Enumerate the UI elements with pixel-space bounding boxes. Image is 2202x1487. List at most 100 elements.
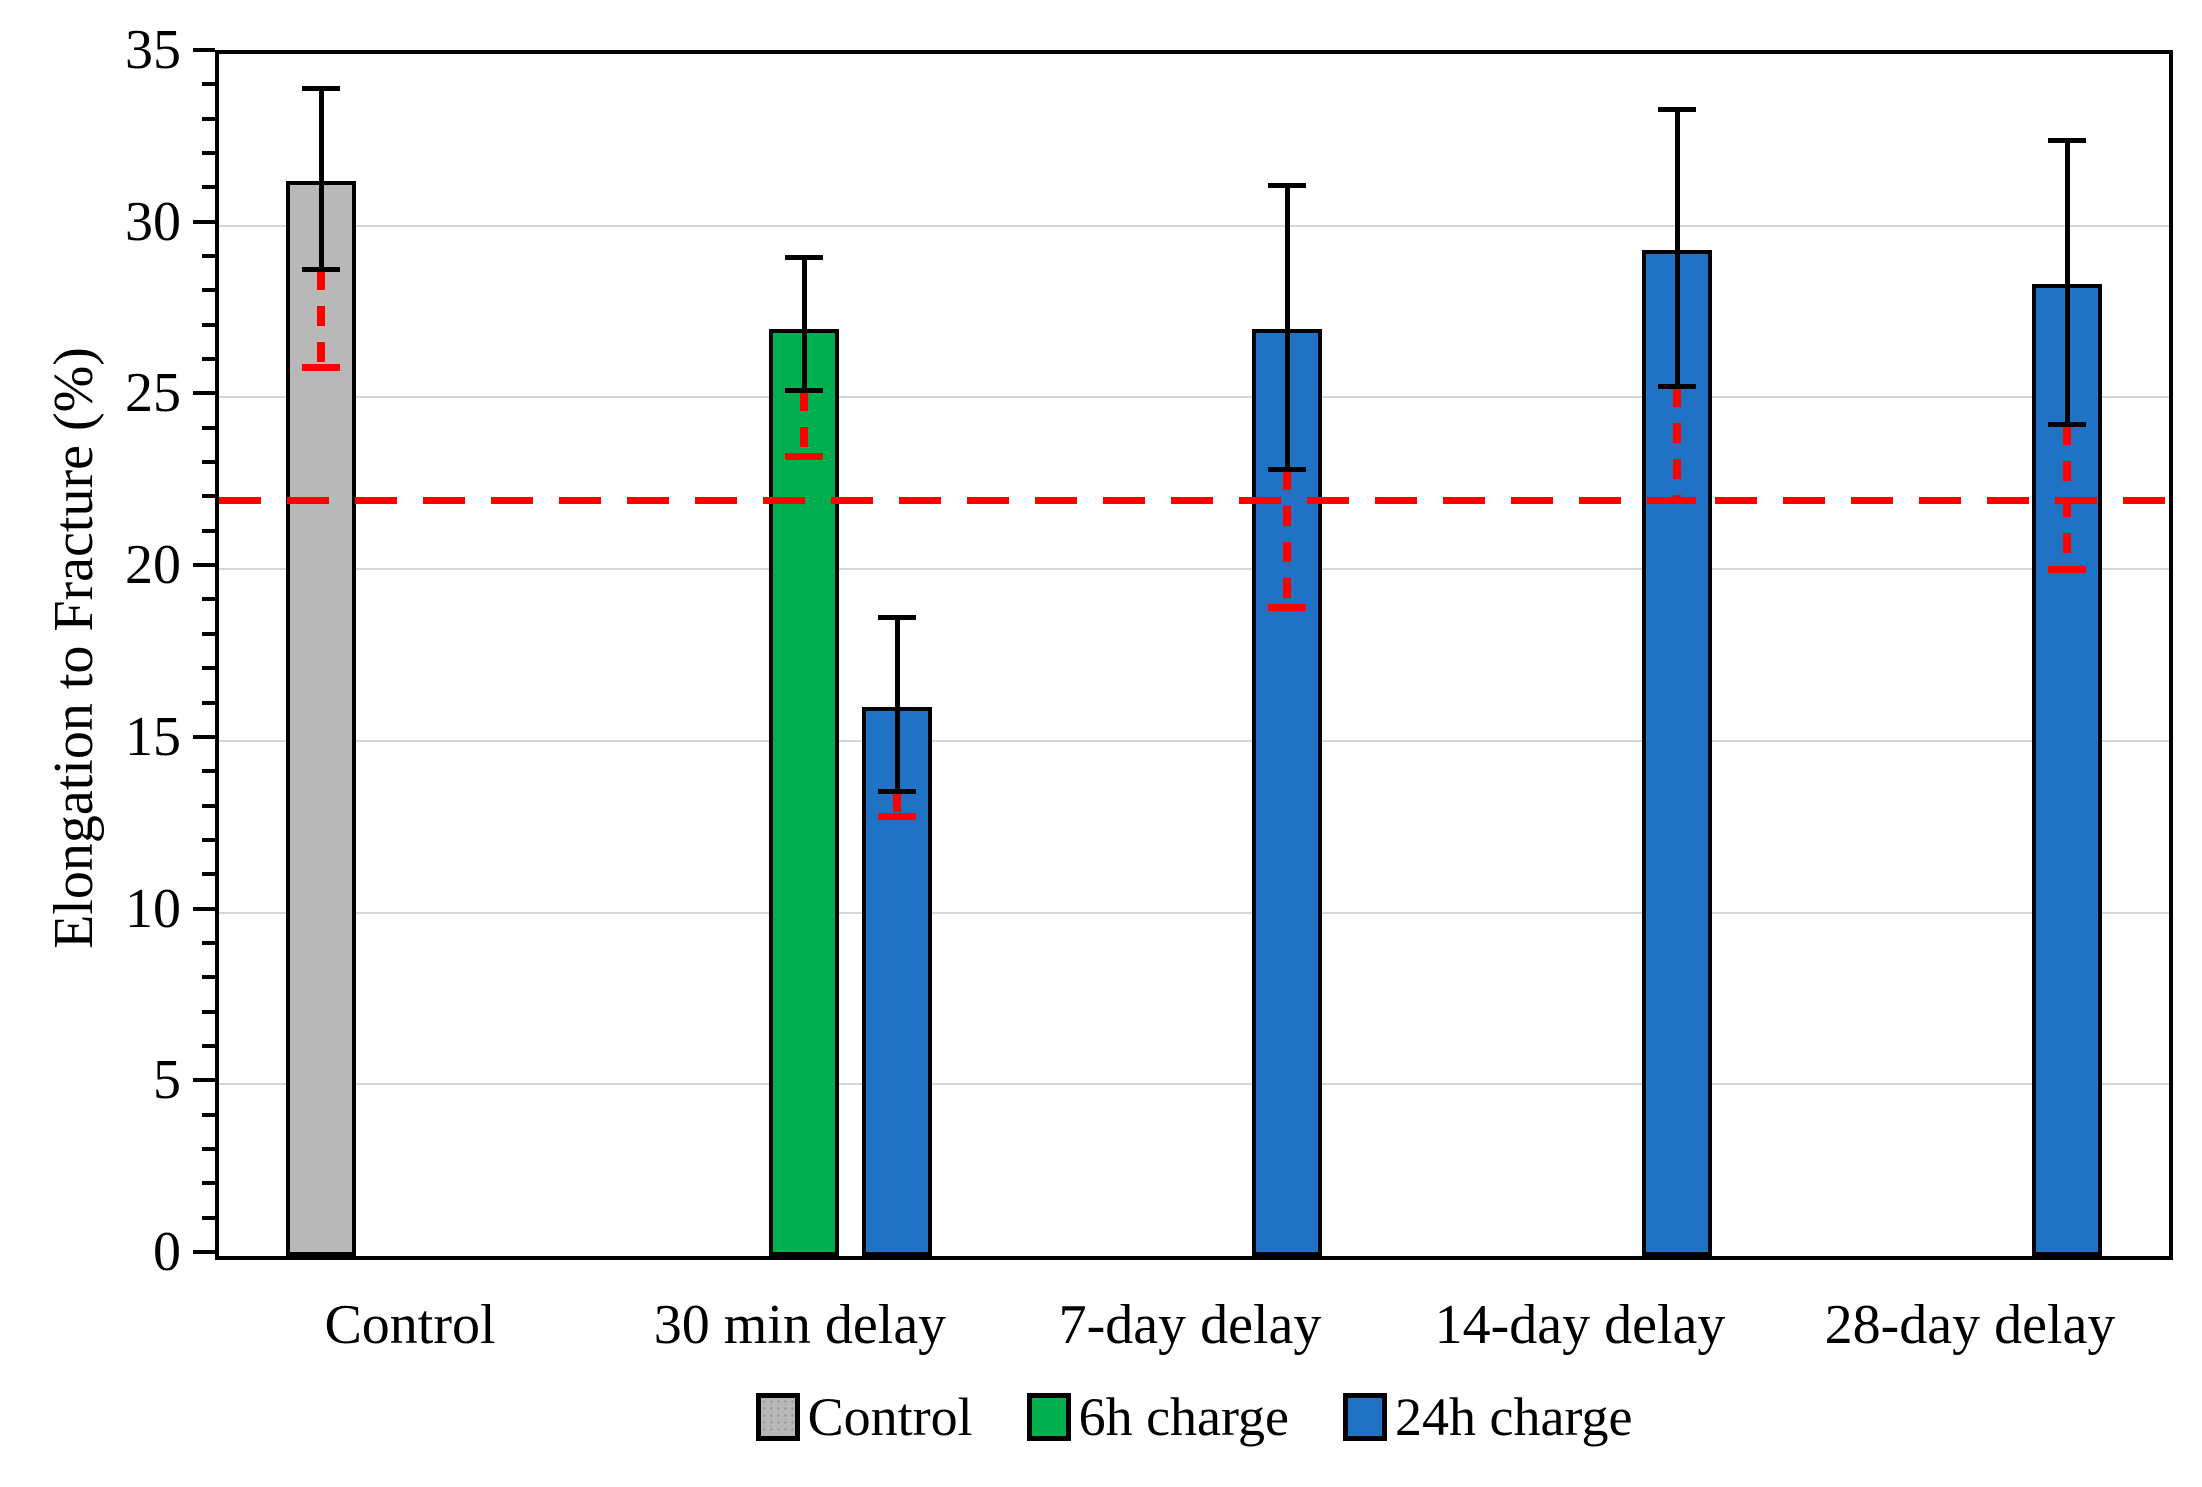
y-minor-tick-21 — [202, 528, 215, 533]
red-drop-line — [2063, 424, 2071, 570]
red-drop-cap — [785, 452, 823, 460]
y-minor-tick-34 — [202, 82, 215, 87]
y-major-tick-0 — [193, 1250, 215, 1254]
y-tick-label-5: 5 — [153, 1049, 181, 1112]
y-minor-tick-3 — [202, 1146, 215, 1151]
error-cap-top — [2048, 137, 2086, 143]
x-axis-labels: Control 30 min delay 7-day delay 14-day del… — [215, 1292, 2173, 1372]
y-minor-tick-31 — [202, 185, 215, 190]
red-drop-line — [1673, 387, 1681, 501]
y-minor-tick-12 — [202, 837, 215, 842]
error-cap-bottom — [2048, 421, 2086, 427]
x-label-28-day delay: 28-day delay — [1824, 1294, 2116, 1356]
y-minor-tick-23 — [202, 460, 215, 465]
y-minor-tick-9 — [202, 940, 215, 945]
gridline-5 — [219, 1083, 2169, 1086]
y-minor-tick-2 — [202, 1181, 215, 1186]
legend-label: 24h charge — [1395, 1387, 1633, 1447]
legend: Control 6h charge 24h charge — [215, 1388, 2173, 1446]
error-cap-bottom — [878, 789, 916, 795]
x-label-Control: Control — [324, 1294, 496, 1356]
x-label-30 min delay: 30 min delay — [653, 1294, 947, 1356]
legend-item-control: Control — [755, 1387, 973, 1447]
y-minor-tick-4 — [202, 1112, 215, 1117]
y-tick-label-20: 20 — [125, 534, 181, 597]
y-tick-label-15: 15 — [125, 705, 181, 768]
red-drop-cap — [2048, 566, 2086, 574]
error-cap-top — [302, 86, 340, 92]
error-cap-top — [878, 615, 916, 621]
y-minor-tick-18 — [202, 631, 215, 636]
legend-swatch-control — [755, 1393, 800, 1441]
error-cap-top — [785, 254, 823, 260]
red-drop-cap — [302, 363, 340, 371]
y-axis: 0 5 10 15 20 25 30 35 — [0, 22, 215, 1280]
y-tick-label-30: 30 — [125, 190, 181, 253]
error-cap-top — [1268, 182, 1306, 188]
y-major-tick-20 — [193, 563, 215, 568]
gridline-10 — [219, 911, 2169, 914]
error-cap-bottom — [785, 387, 823, 393]
red-drop-cap — [1268, 603, 1306, 611]
red-drop-line — [893, 792, 901, 817]
error-bar — [2064, 139, 2070, 425]
x-label-7-day delay: 7-day delay — [1058, 1294, 1322, 1356]
y-minor-tick-11 — [202, 872, 215, 877]
y-minor-tick-24 — [202, 425, 215, 430]
bar-24h charge-30 min delay — [862, 706, 932, 1256]
gridline-15 — [219, 739, 2169, 742]
y-minor-tick-6 — [202, 1043, 215, 1048]
red-drop-line — [317, 270, 325, 367]
legend-item-6h-charge: 6h charge — [1026, 1387, 1289, 1447]
error-bar — [801, 256, 807, 391]
legend-item-24h-charge: 24h charge — [1343, 1388, 1632, 1446]
y-major-tick-25 — [193, 391, 215, 396]
y-minor-tick-17 — [202, 666, 215, 671]
legend-label: Control — [807, 1387, 973, 1447]
red-drop-line — [1283, 469, 1291, 607]
legend-label: 6h charge — [1078, 1387, 1289, 1447]
y-minor-tick-32 — [202, 151, 215, 156]
y-major-tick-35 — [193, 48, 215, 52]
bar-24h charge-28-day delay — [2032, 284, 2102, 1256]
y-major-tick-5 — [193, 1078, 215, 1083]
y-minor-tick-14 — [202, 769, 215, 774]
y-minor-tick-28 — [202, 288, 215, 293]
error-bar — [1284, 184, 1290, 470]
plot-area — [215, 50, 2173, 1260]
bar-6h charge-30 min delay — [769, 328, 839, 1256]
reference-line — [219, 497, 2169, 505]
y-minor-tick-26 — [202, 357, 215, 362]
error-cap-bottom — [1658, 384, 1696, 390]
y-minor-tick-27 — [202, 322, 215, 327]
error-bar — [894, 617, 900, 793]
y-minor-tick-29 — [202, 254, 215, 259]
y-minor-tick-8 — [202, 975, 215, 980]
y-tick-label-35: 35 — [125, 19, 181, 81]
y-major-tick-30 — [193, 219, 215, 224]
error-cap-top — [1658, 106, 1696, 112]
gridline-25 — [219, 396, 2169, 399]
error-cap-bottom — [302, 267, 340, 273]
legend-swatch-24h-charge — [1343, 1393, 1387, 1441]
y-tick-label-0: 0 — [153, 1221, 181, 1283]
error-cap-bottom — [1268, 466, 1306, 472]
y-major-tick-10 — [193, 906, 215, 911]
y-minor-tick-22 — [202, 494, 215, 499]
x-label-14-day delay: 14-day delay — [1434, 1294, 1726, 1356]
y-minor-tick-7 — [202, 1009, 215, 1014]
gridline-30 — [219, 224, 2169, 227]
y-minor-tick-16 — [202, 700, 215, 705]
red-drop-line — [800, 390, 808, 456]
y-minor-tick-33 — [202, 116, 215, 121]
y-minor-tick-13 — [202, 803, 215, 808]
gridline-20 — [219, 568, 2169, 571]
error-bar — [318, 88, 324, 271]
y-major-tick-15 — [193, 734, 215, 739]
y-axis-title: Elongation to Fracture (%) — [43, 347, 105, 949]
y-minor-tick-1 — [202, 1215, 215, 1220]
legend-swatch-6h-charge — [1026, 1393, 1071, 1441]
error-bar — [1674, 108, 1680, 388]
y-minor-tick-19 — [202, 597, 215, 602]
